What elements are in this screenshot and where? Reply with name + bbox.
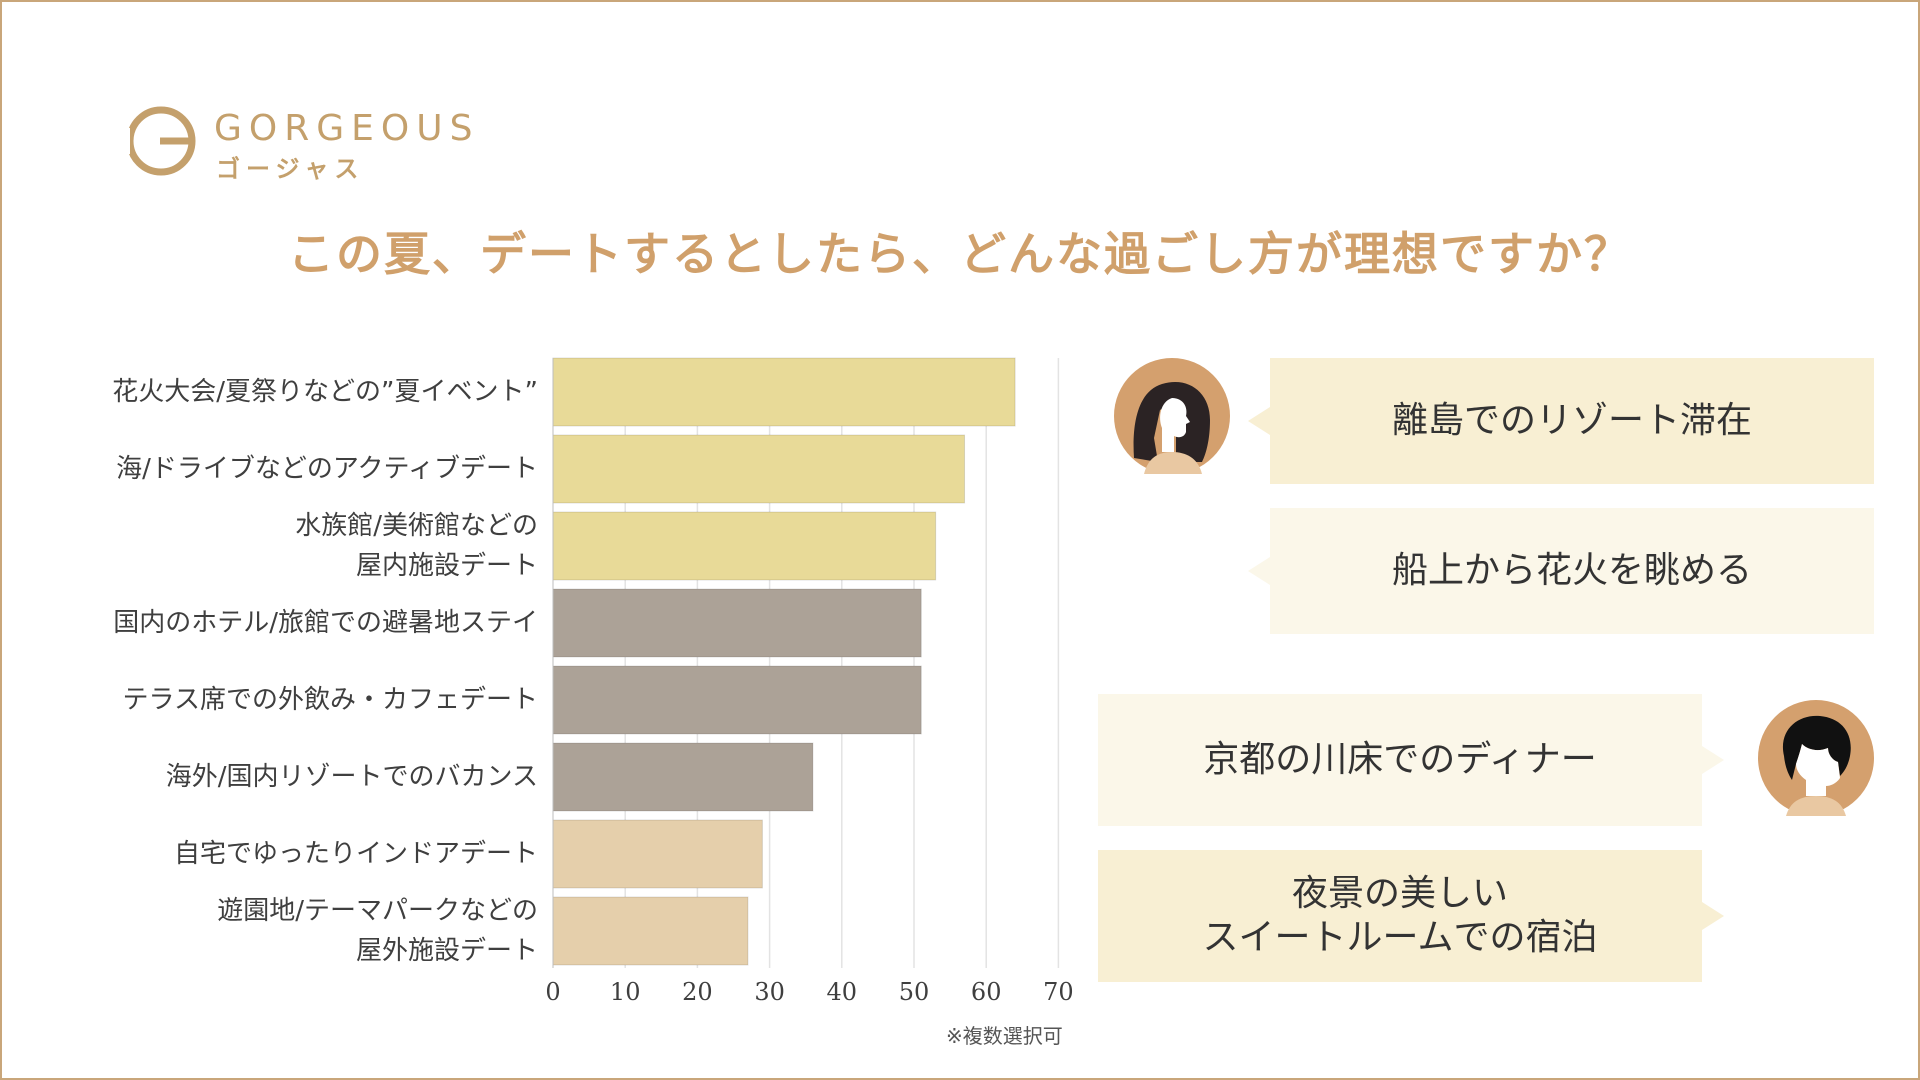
chart-footnote: ※複数選択可 [946, 1024, 1063, 1048]
bubble-tail [1702, 902, 1724, 930]
bubble-text-2: 船上から花火を眺める [1391, 550, 1752, 591]
category-label: テラス席での外飲み・カフェデート [122, 685, 538, 715]
x-tick-label: 50 [899, 978, 930, 1006]
bubble-text-3: 京都の川床でのディナー [1203, 739, 1597, 780]
x-tick-label: 10 [610, 978, 641, 1006]
category-label: 海/ドライブなどのアクティブデート [116, 454, 538, 484]
bubble-tail [1248, 407, 1270, 435]
bar [552, 896, 749, 966]
man-avatar [1758, 700, 1874, 816]
bar [552, 742, 814, 812]
category-label: 自宅でゆったりインドアデート [173, 839, 538, 869]
bubble-tail [1248, 557, 1270, 585]
bar [552, 434, 966, 504]
category-label: 水族館/美術館などの 屋内施設デート [295, 511, 538, 581]
bubble-text-4: 夜景の美しい スイートルームでの宿泊 [1202, 873, 1598, 958]
bar [552, 511, 937, 581]
bubble-tail [1702, 746, 1724, 774]
logo-g-icon [124, 106, 196, 176]
speech-bubble-3: 京都の川床でのディナー [1098, 694, 1724, 826]
woman-profile-icon [1114, 358, 1230, 474]
x-tick-label: 0 [545, 978, 560, 1006]
logo-kana: ゴージャス [216, 155, 365, 183]
bar [552, 588, 922, 658]
bubble-text-1: 離島でのリゾート滞在 [1391, 400, 1752, 441]
category-label: 花火大会/夏祭りなどの”夏イベント” [112, 377, 538, 407]
woman-avatar [1114, 358, 1230, 474]
logo-wordmark: GORGEOUS [214, 108, 480, 149]
speech-bubble-2: 船上から花火を眺める [1248, 508, 1874, 634]
speech-bubble-1: 離島でのリゾート滞在 [1248, 358, 1874, 484]
x-tick-label: 60 [971, 978, 1002, 1006]
x-tick-label: 20 [682, 978, 713, 1006]
x-tick-label: 40 [827, 978, 858, 1006]
bar [552, 665, 922, 735]
category-label: 国内のホテル/旅館での避暑地ステイ [113, 608, 538, 638]
survey-question-title: この夏、デートするとしたら、どんな過ごし方が理想ですか？ [288, 227, 1632, 281]
category-label: 遊園地/テーマパークなどの 屋外施設デート [217, 896, 538, 966]
bar [552, 819, 763, 889]
x-tick-label: 30 [754, 978, 785, 1006]
x-tick-label: 70 [1043, 978, 1074, 1006]
man-profile-icon [1758, 700, 1874, 816]
bar [552, 357, 1016, 427]
category-label: 海外/国内リゾートでのバカンス [165, 762, 538, 792]
speech-bubble-4: 夜景の美しい スイートルームでの宿泊 [1098, 850, 1724, 982]
